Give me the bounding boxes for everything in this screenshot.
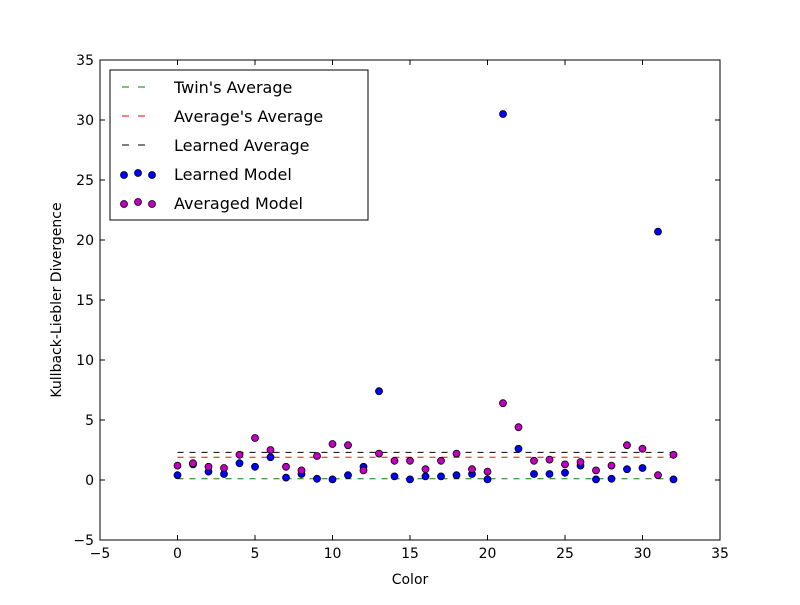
scatter-point-series-1 bbox=[375, 449, 383, 458]
scatter-point-series-0 bbox=[266, 453, 275, 462]
scatter-point-series-1 bbox=[204, 462, 213, 471]
y-tick-label: 0 bbox=[85, 473, 94, 489]
scatter-point-series-0 bbox=[530, 470, 538, 478]
legend-swatch-marker-1 bbox=[148, 200, 156, 208]
x-axis-label: Color bbox=[392, 572, 429, 588]
scatter-point-series-0 bbox=[173, 471, 182, 480]
scatter-point-series-1 bbox=[545, 455, 554, 464]
y-tick-label: 5 bbox=[85, 413, 94, 429]
scatter-point-series-1 bbox=[592, 466, 600, 475]
scatter-point-series-1 bbox=[669, 450, 678, 459]
scatter-point-series-1 bbox=[235, 450, 244, 459]
scatter-point-series-1 bbox=[623, 441, 631, 450]
y-axis-label: Kullback-Liebler Divergence bbox=[49, 202, 65, 397]
y-tick-label: 30 bbox=[76, 113, 94, 129]
scatter-point-series-1 bbox=[282, 462, 290, 471]
legend-entry-label: Learned Model bbox=[174, 165, 292, 184]
scatter-point-series-1 bbox=[266, 446, 275, 454]
scatter-point-series-1 bbox=[638, 444, 647, 453]
scatter-point-series-1 bbox=[468, 465, 476, 474]
scatter-point-series-0 bbox=[545, 470, 554, 478]
scatter-point-series-0 bbox=[437, 472, 445, 481]
scatter-point-series-1 bbox=[437, 456, 445, 465]
scatter-point-series-1 bbox=[607, 461, 616, 470]
y-tick-label: 20 bbox=[76, 233, 94, 249]
scatter-point-series-1 bbox=[220, 464, 228, 472]
scatter-point-series-0 bbox=[654, 227, 662, 236]
x-tick-label: 30 bbox=[634, 546, 652, 562]
scatter-point-series-1 bbox=[421, 465, 430, 474]
y-tick-label: 15 bbox=[76, 293, 94, 309]
scatter-point-series-1 bbox=[189, 459, 197, 468]
scatter-point-series-1 bbox=[654, 471, 662, 480]
legend-swatch-marker-1 bbox=[120, 200, 128, 208]
scatter-point-series-1 bbox=[328, 440, 337, 448]
scatter-point-series-1 bbox=[359, 466, 368, 475]
legend: Twin's Average Average's Average Learned A… bbox=[109, 69, 369, 221]
scatter-point-series-0 bbox=[452, 471, 461, 480]
legend-entry-label: Averaged Model bbox=[174, 194, 303, 213]
legend-box bbox=[109, 69, 369, 221]
x-tick-label: 5 bbox=[251, 546, 260, 562]
scatter-point-series-0 bbox=[344, 471, 352, 480]
scatter-point-series-1 bbox=[514, 423, 523, 432]
scatter-point-series-0 bbox=[623, 465, 631, 474]
legend-entry-label: Average's Average bbox=[174, 107, 323, 126]
legend-entry-label: Learned Average bbox=[174, 136, 310, 155]
x-tick-label: −5 bbox=[90, 546, 111, 562]
x-tick-label: 25 bbox=[556, 546, 574, 562]
scatter-point-series-0 bbox=[483, 475, 492, 484]
y-tick-label: 10 bbox=[76, 353, 94, 369]
legend-swatch-marker-1 bbox=[134, 198, 142, 206]
x-tick-label: 0 bbox=[173, 546, 182, 562]
legend-swatch-marker-0 bbox=[134, 169, 142, 177]
y-tick-label: 35 bbox=[76, 53, 94, 69]
y-tick-label: 25 bbox=[76, 173, 94, 189]
scatter-point-series-0 bbox=[592, 475, 600, 484]
scatter-point-series-0 bbox=[282, 473, 290, 482]
scatter-point-series-0 bbox=[561, 468, 569, 477]
scatter-point-series-0 bbox=[235, 459, 244, 468]
scatter-point-series-0 bbox=[421, 472, 430, 481]
scatter-point-series-1 bbox=[251, 434, 259, 442]
y-tick-label: −5 bbox=[73, 533, 94, 549]
plot-area bbox=[173, 110, 678, 484]
scatter-point-series-1 bbox=[452, 449, 461, 458]
scatter-point-series-1 bbox=[406, 456, 414, 465]
legend-swatch-marker-0 bbox=[120, 171, 128, 179]
scatter-point-series-0 bbox=[313, 474, 321, 483]
scatter-point-series-1 bbox=[561, 460, 569, 469]
scatter-point-series-0 bbox=[638, 464, 647, 472]
scatter-point-series-0 bbox=[251, 462, 259, 471]
scatter-point-series-0 bbox=[390, 472, 399, 481]
scatter-point-series-1 bbox=[483, 467, 492, 476]
scatter-point-series-0 bbox=[499, 110, 507, 118]
scatter-point-series-1 bbox=[313, 452, 321, 460]
legend-swatch-marker-0 bbox=[148, 171, 156, 179]
scatter-point-series-0 bbox=[375, 387, 383, 396]
x-tick-label: 15 bbox=[401, 546, 419, 562]
legend-entry-label: Twin's Average bbox=[173, 78, 292, 97]
scatter-point-series-0 bbox=[669, 475, 678, 484]
scatter-point-series-1 bbox=[173, 461, 182, 470]
scatter-point-series-0 bbox=[328, 475, 337, 484]
scatter-point-series-1 bbox=[344, 441, 352, 450]
scatter-point-series-0 bbox=[607, 474, 616, 483]
scatter-point-series-1 bbox=[576, 458, 585, 466]
scatter-point-series-1 bbox=[297, 466, 306, 475]
x-tick-label: 35 bbox=[711, 546, 729, 562]
x-tick-label: 20 bbox=[479, 546, 497, 562]
scatter-point-series-1 bbox=[530, 456, 538, 465]
scatter-point-series-0 bbox=[406, 475, 414, 484]
x-tick-label: 10 bbox=[324, 546, 342, 562]
axis-ticks: −5 0 5 10 15 20 25 30 35 −5 0 5 10 15 20 25 30 35 bbox=[73, 53, 729, 562]
scatter-point-series-1 bbox=[499, 399, 507, 408]
scatter-point-series-1 bbox=[390, 456, 399, 465]
scatter-point-series-0 bbox=[514, 444, 523, 453]
